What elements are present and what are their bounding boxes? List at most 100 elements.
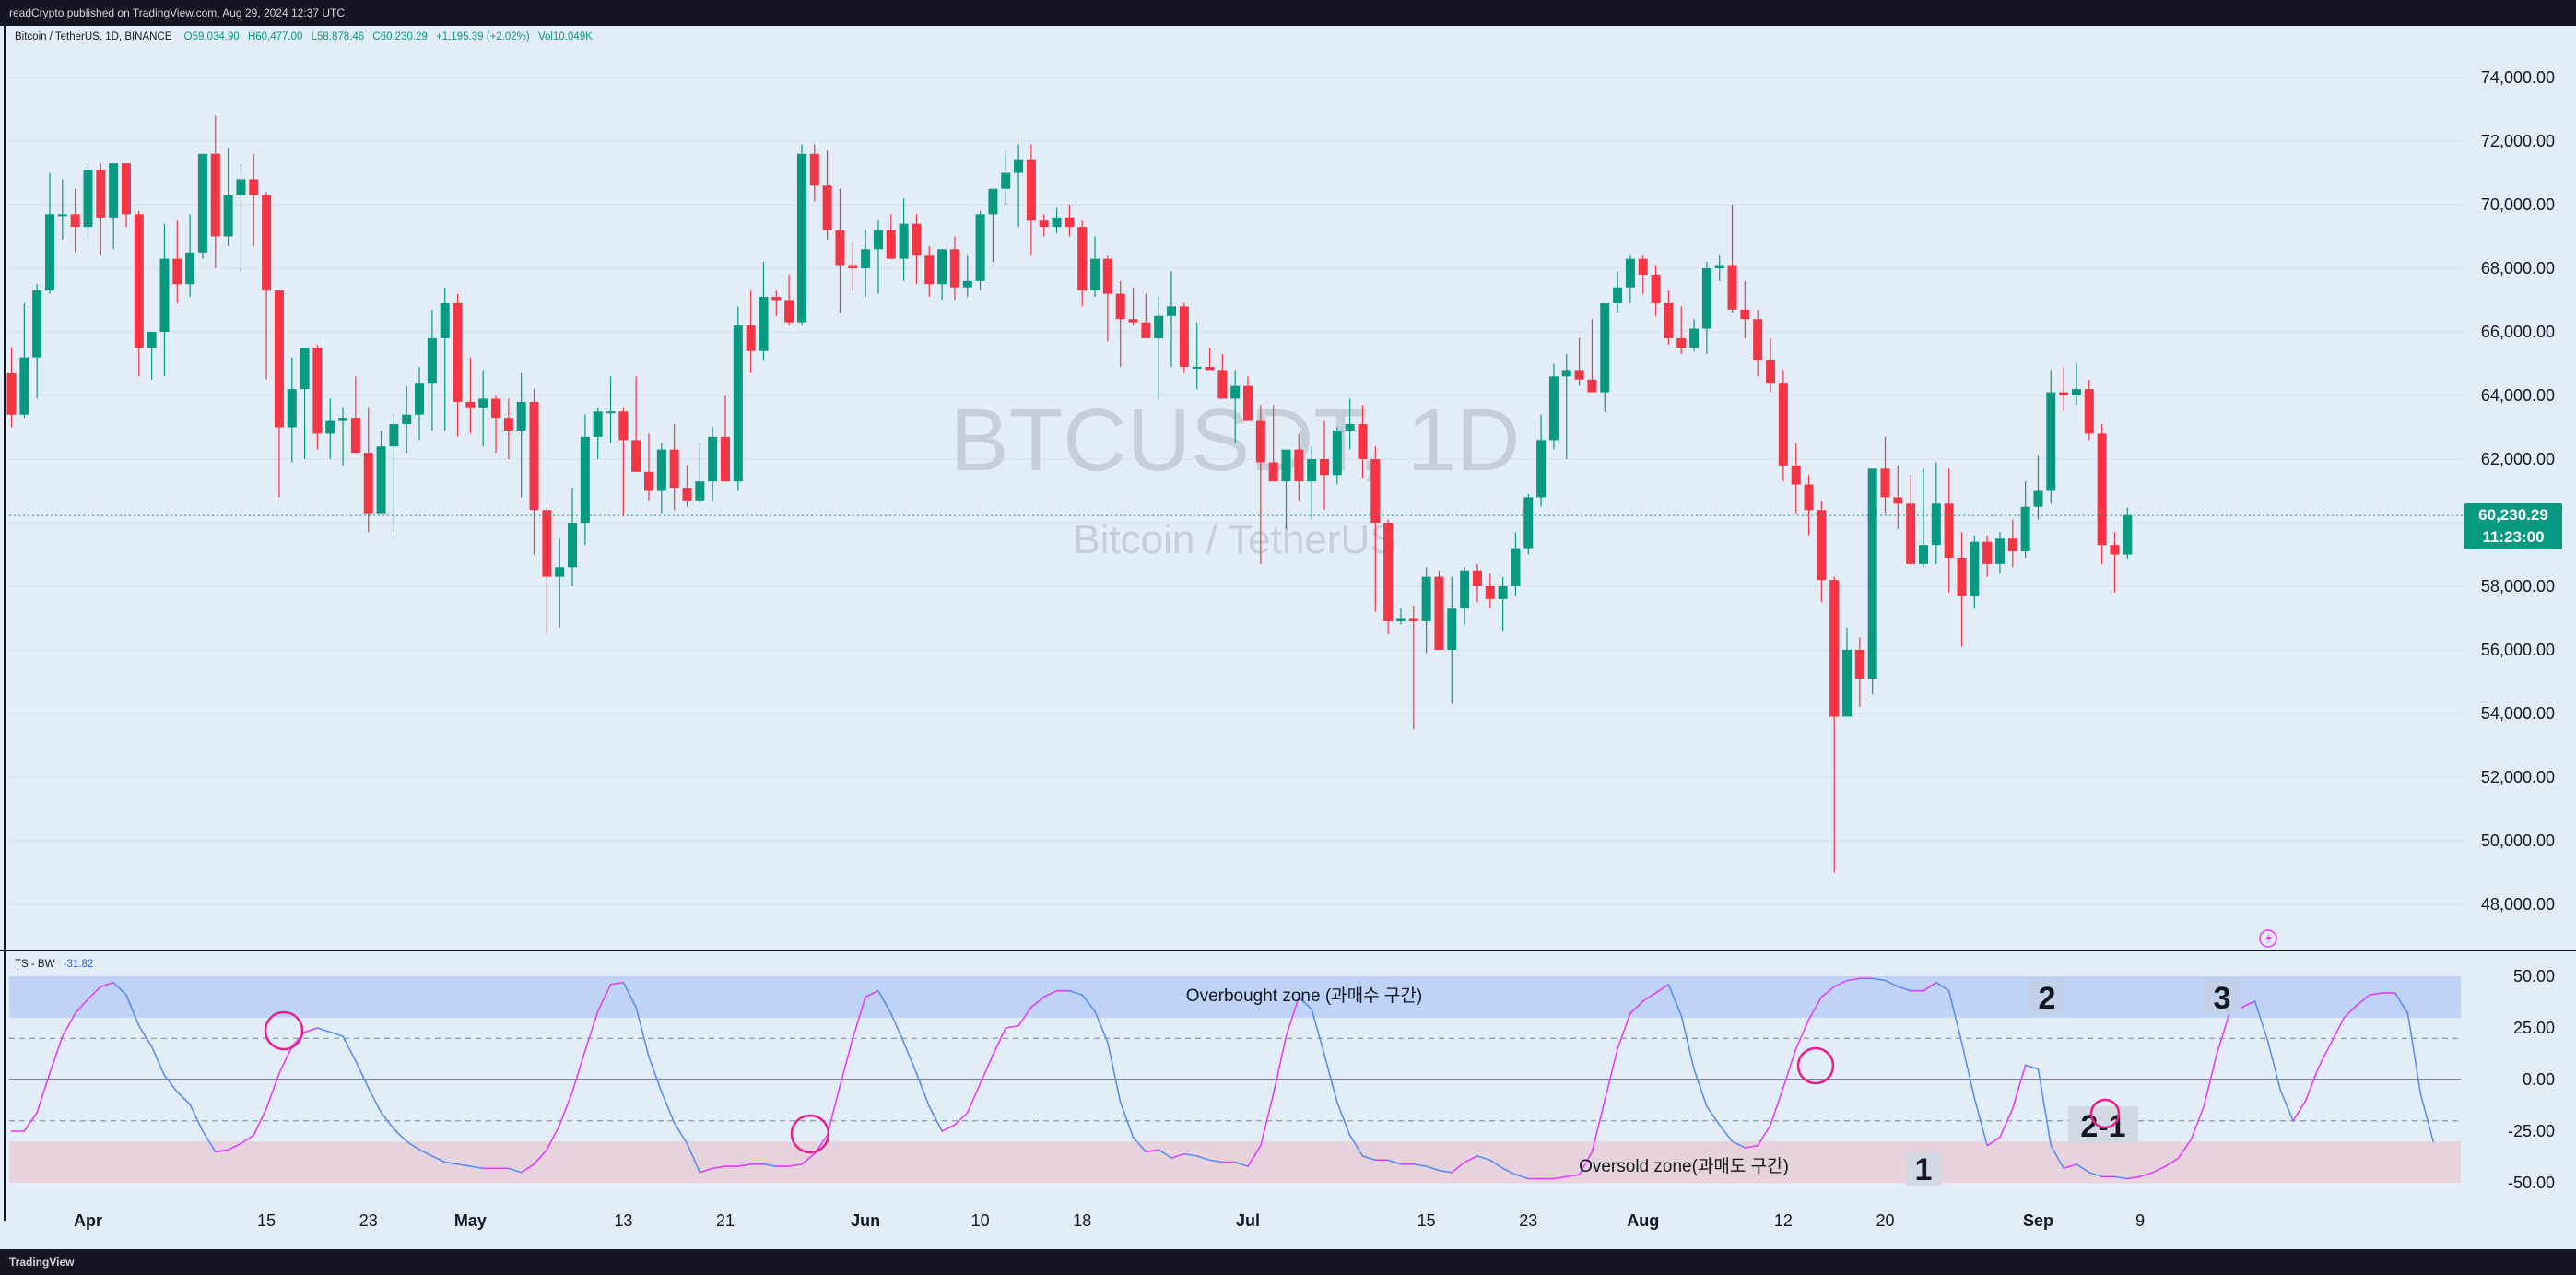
candle[interactable] [1829, 576, 1840, 873]
candle[interactable] [708, 427, 718, 501]
candle[interactable] [580, 414, 590, 546]
candle[interactable] [796, 144, 806, 326]
candle[interactable] [1561, 354, 1571, 459]
candle[interactable] [949, 236, 959, 301]
candle[interactable] [1281, 449, 1291, 529]
candle[interactable] [1307, 446, 1317, 520]
candle[interactable] [1638, 255, 1648, 294]
candle[interactable] [873, 220, 883, 294]
candle[interactable] [1970, 535, 1980, 609]
candle[interactable] [1676, 306, 1687, 355]
candle[interactable] [784, 274, 794, 326]
candle[interactable] [1065, 205, 1075, 237]
candle[interactable] [1128, 287, 1138, 326]
candle[interactable] [1370, 446, 1381, 612]
candle[interactable] [159, 223, 170, 377]
candle[interactable] [236, 163, 246, 272]
candle[interactable] [1804, 475, 1814, 536]
candle[interactable] [1842, 627, 1853, 717]
candle[interactable] [1498, 576, 1508, 632]
candle[interactable] [440, 287, 450, 431]
candle[interactable] [2059, 366, 2069, 412]
candle[interactable] [1919, 468, 1928, 568]
candle[interactable] [1625, 255, 1635, 303]
candle[interactable] [134, 210, 144, 377]
candle[interactable] [57, 179, 67, 240]
candle[interactable] [631, 376, 641, 472]
candle[interactable] [70, 188, 80, 253]
alert-icon[interactable] [2259, 929, 2277, 948]
candle[interactable] [427, 309, 437, 431]
candle[interactable] [1026, 144, 1036, 256]
candle[interactable] [1447, 576, 1457, 704]
candle[interactable] [1332, 427, 1342, 485]
candle[interactable] [1600, 302, 1610, 412]
candle[interactable] [1319, 420, 1329, 511]
candle[interactable] [478, 370, 488, 447]
candle[interactable] [1753, 309, 1763, 377]
candle[interactable] [1982, 535, 1993, 577]
candle[interactable] [912, 214, 922, 285]
candle[interactable] [1664, 290, 1674, 345]
candle[interactable] [402, 385, 412, 454]
candle[interactable] [503, 398, 513, 459]
candle[interactable] [1217, 354, 1228, 399]
candle[interactable] [759, 262, 769, 361]
candles[interactable] [6, 115, 2133, 873]
time-axis[interactable]: Apr 15 23 May 13 21 Jun 10 18 Jul 15 23 Aug 12 20 Sep 9 [74, 1211, 2145, 1230]
indicator-pane[interactable]: 50.00 25.00 0.00 -25.00 -50.00 TS - BW -31.8… [9, 959, 2555, 1192]
candle[interactable] [1689, 319, 1700, 351]
candle[interactable] [720, 395, 730, 482]
candle[interactable] [1077, 220, 1088, 307]
candle[interactable] [568, 488, 578, 586]
tradingview-logo[interactable]: TradingView [9, 1256, 75, 1269]
candle[interactable] [1014, 144, 1024, 228]
candle[interactable] [363, 407, 373, 533]
candle[interactable] [695, 443, 705, 504]
candle[interactable] [262, 192, 272, 380]
candle[interactable] [415, 366, 425, 441]
candle[interactable] [1714, 255, 1724, 281]
candle[interactable] [962, 255, 972, 298]
candle[interactable] [1740, 280, 1750, 338]
candle[interactable] [185, 214, 195, 298]
candle[interactable] [1090, 236, 1100, 298]
candle[interactable] [1205, 348, 1215, 371]
candle[interactable] [2123, 507, 2133, 559]
candle[interactable] [1115, 280, 1125, 367]
candle[interactable] [529, 389, 539, 555]
candle[interactable] [899, 198, 909, 281]
candle[interactable] [555, 538, 565, 628]
candle[interactable] [975, 210, 985, 291]
candle[interactable] [2110, 532, 2120, 593]
candle[interactable] [249, 153, 259, 246]
candle[interactable] [1230, 370, 1241, 443]
candle[interactable] [172, 220, 182, 303]
candle[interactable] [1179, 302, 1189, 373]
candle[interactable] [822, 150, 832, 240]
candle[interactable] [1957, 532, 1967, 647]
candle[interactable] [1613, 271, 1623, 313]
candle[interactable] [1141, 293, 1151, 338]
candle[interactable] [1867, 468, 1877, 695]
candle[interactable] [1854, 637, 1864, 708]
candle[interactable] [1548, 363, 1559, 450]
candle[interactable] [937, 249, 947, 301]
candle[interactable] [109, 163, 119, 250]
candle[interactable] [210, 115, 220, 268]
candle[interactable] [669, 424, 679, 511]
candle[interactable] [1766, 337, 1776, 393]
candle[interactable] [516, 372, 526, 498]
candle[interactable] [121, 163, 131, 228]
candle[interactable] [924, 245, 935, 298]
candle[interactable] [1383, 519, 1394, 634]
candle[interactable] [988, 188, 998, 263]
candle[interactable] [376, 430, 386, 514]
candle[interactable] [618, 407, 629, 517]
candle[interactable] [1268, 405, 1278, 482]
candle[interactable] [465, 357, 476, 434]
candle[interactable] [1102, 255, 1112, 342]
candle[interactable] [1931, 462, 1941, 564]
candle[interactable] [1167, 271, 1177, 367]
